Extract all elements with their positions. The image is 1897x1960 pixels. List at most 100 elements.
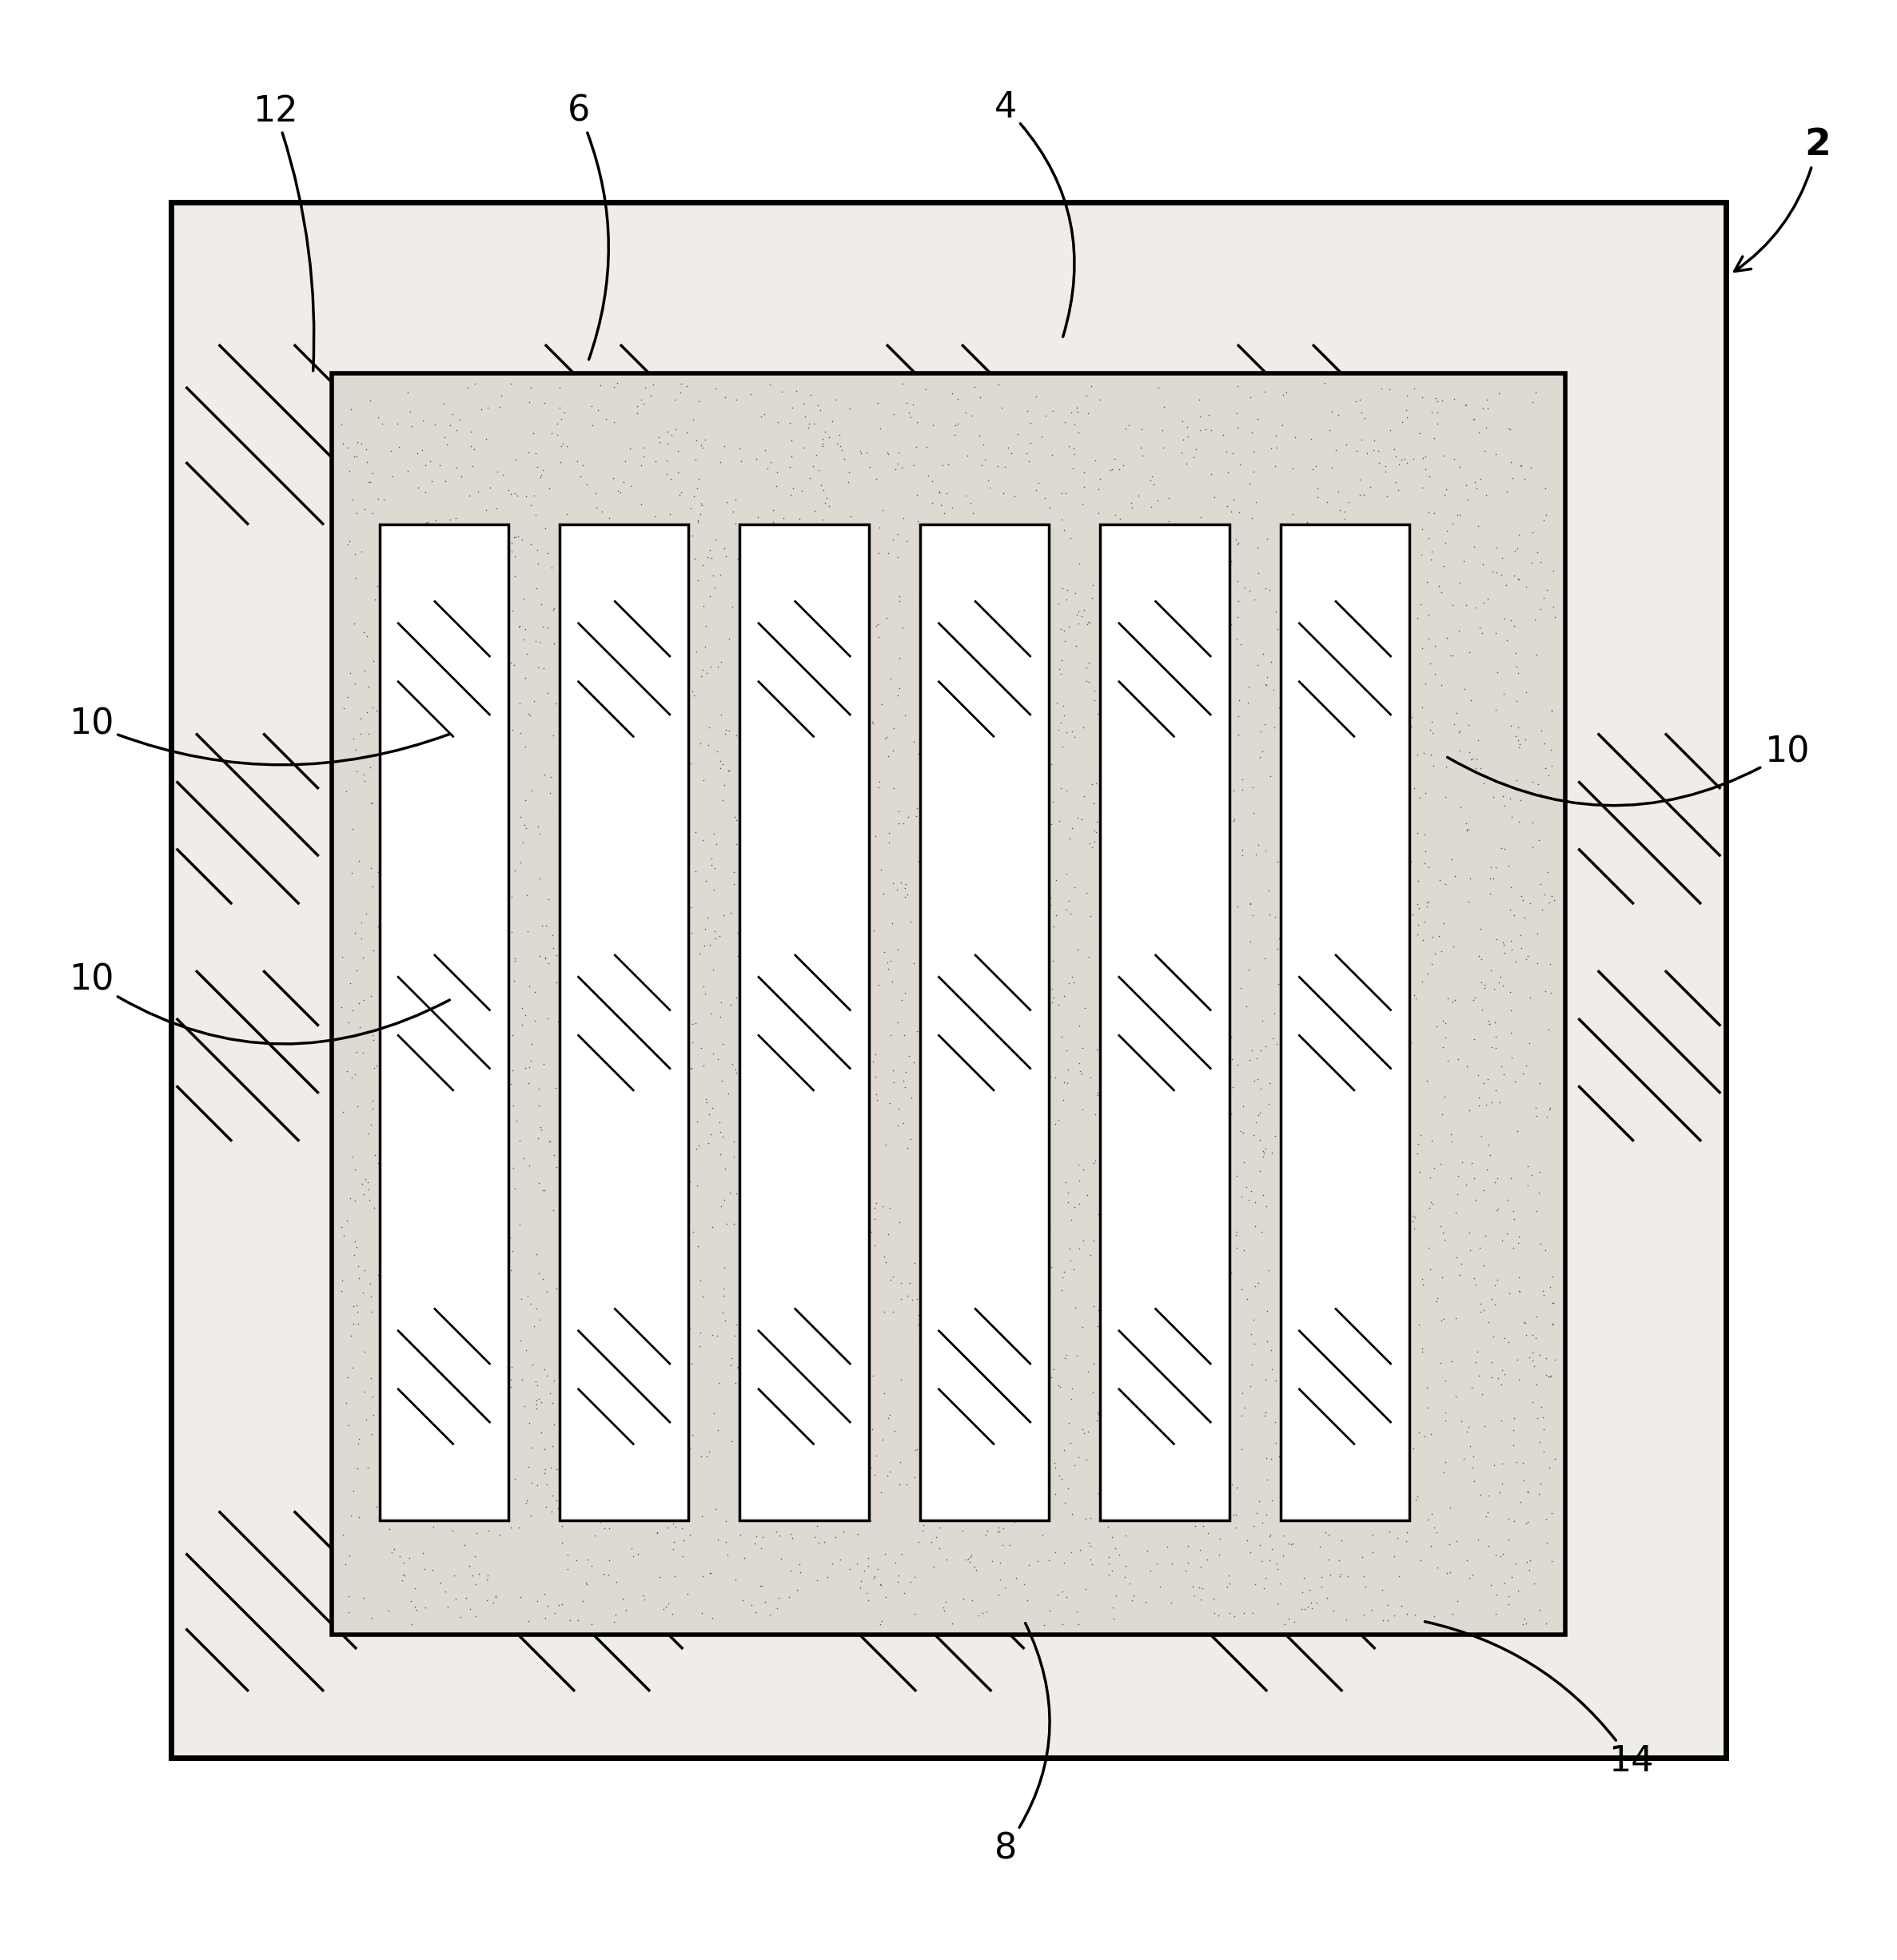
Point — [1049, 1256, 1079, 1288]
Point — [1267, 610, 1298, 641]
Point — [766, 1025, 797, 1056]
Point — [451, 1033, 482, 1064]
Point — [1533, 857, 1563, 888]
Point — [956, 1096, 986, 1127]
Point — [998, 1298, 1028, 1329]
Point — [433, 1592, 463, 1623]
Point — [1129, 639, 1159, 670]
Point — [728, 972, 759, 1004]
Point — [433, 976, 463, 1007]
Point — [687, 1501, 717, 1533]
Point — [787, 1503, 818, 1535]
Point — [1512, 1170, 1542, 1201]
Point — [793, 974, 823, 1005]
Point — [1193, 1262, 1224, 1294]
Point — [469, 1313, 499, 1345]
Point — [1273, 1258, 1303, 1290]
Point — [1040, 1446, 1070, 1478]
Point — [1409, 835, 1440, 866]
Point — [757, 1378, 787, 1409]
Point — [882, 680, 912, 711]
Point — [783, 1043, 814, 1074]
Point — [1305, 1531, 1335, 1562]
Point — [1370, 1141, 1400, 1172]
Point — [1180, 1511, 1210, 1543]
Point — [973, 1074, 1004, 1105]
Point — [920, 514, 950, 545]
Point — [766, 1543, 797, 1574]
Point — [1279, 1605, 1309, 1637]
Point — [491, 1168, 522, 1200]
Point — [1070, 1574, 1100, 1605]
Point — [947, 1023, 977, 1054]
Point — [584, 982, 615, 1013]
Point — [1381, 1207, 1411, 1239]
Point — [415, 1315, 446, 1347]
Point — [533, 884, 563, 915]
Point — [1057, 1499, 1087, 1531]
Point — [818, 1309, 848, 1341]
Point — [838, 1041, 869, 1072]
Point — [679, 680, 709, 711]
Point — [1021, 988, 1051, 1019]
Point — [901, 802, 931, 833]
Point — [1529, 880, 1559, 911]
Point — [379, 727, 410, 759]
Point — [563, 768, 594, 800]
Point — [1077, 568, 1108, 600]
Point — [983, 662, 1013, 694]
Point — [357, 692, 387, 723]
Point — [1222, 1472, 1252, 1503]
Point — [340, 1154, 370, 1186]
Point — [438, 1290, 469, 1321]
Point — [1022, 1205, 1053, 1237]
Point — [1051, 717, 1081, 749]
Point — [1172, 637, 1203, 668]
Point — [372, 1004, 402, 1035]
Point — [1398, 372, 1428, 404]
Point — [1290, 559, 1320, 590]
Point — [1184, 545, 1214, 576]
Point — [1205, 1362, 1235, 1394]
Point — [1049, 1546, 1079, 1578]
Point — [808, 998, 838, 1029]
Point — [370, 931, 400, 962]
Point — [615, 1019, 645, 1051]
Point — [415, 713, 446, 745]
Point — [706, 1190, 736, 1221]
Point — [812, 1194, 842, 1225]
Point — [1170, 1556, 1201, 1588]
Point — [345, 717, 376, 749]
Point — [596, 612, 626, 643]
Point — [340, 917, 370, 949]
Point — [1129, 1239, 1159, 1270]
Point — [886, 1284, 916, 1315]
Point — [476, 774, 506, 806]
Point — [863, 537, 893, 568]
Point — [719, 868, 749, 900]
Point — [406, 1333, 436, 1364]
Point — [930, 682, 960, 713]
Point — [844, 1182, 875, 1213]
Point — [641, 800, 672, 831]
Point — [1224, 496, 1254, 527]
Point — [816, 760, 846, 792]
Point — [878, 772, 909, 804]
Point — [550, 964, 580, 996]
Point — [334, 1409, 364, 1441]
Point — [1387, 406, 1417, 437]
Point — [1184, 1045, 1214, 1076]
Point — [1081, 1405, 1112, 1437]
Point — [875, 1192, 905, 1223]
Point — [884, 586, 914, 617]
Point — [757, 1211, 787, 1243]
Point — [1074, 827, 1104, 858]
Point — [543, 419, 573, 451]
Point — [1178, 441, 1208, 472]
Point — [520, 1005, 550, 1037]
Point — [328, 427, 359, 459]
Point — [613, 1499, 643, 1531]
Point — [626, 1129, 656, 1160]
Point — [643, 913, 673, 945]
Point — [943, 686, 973, 717]
